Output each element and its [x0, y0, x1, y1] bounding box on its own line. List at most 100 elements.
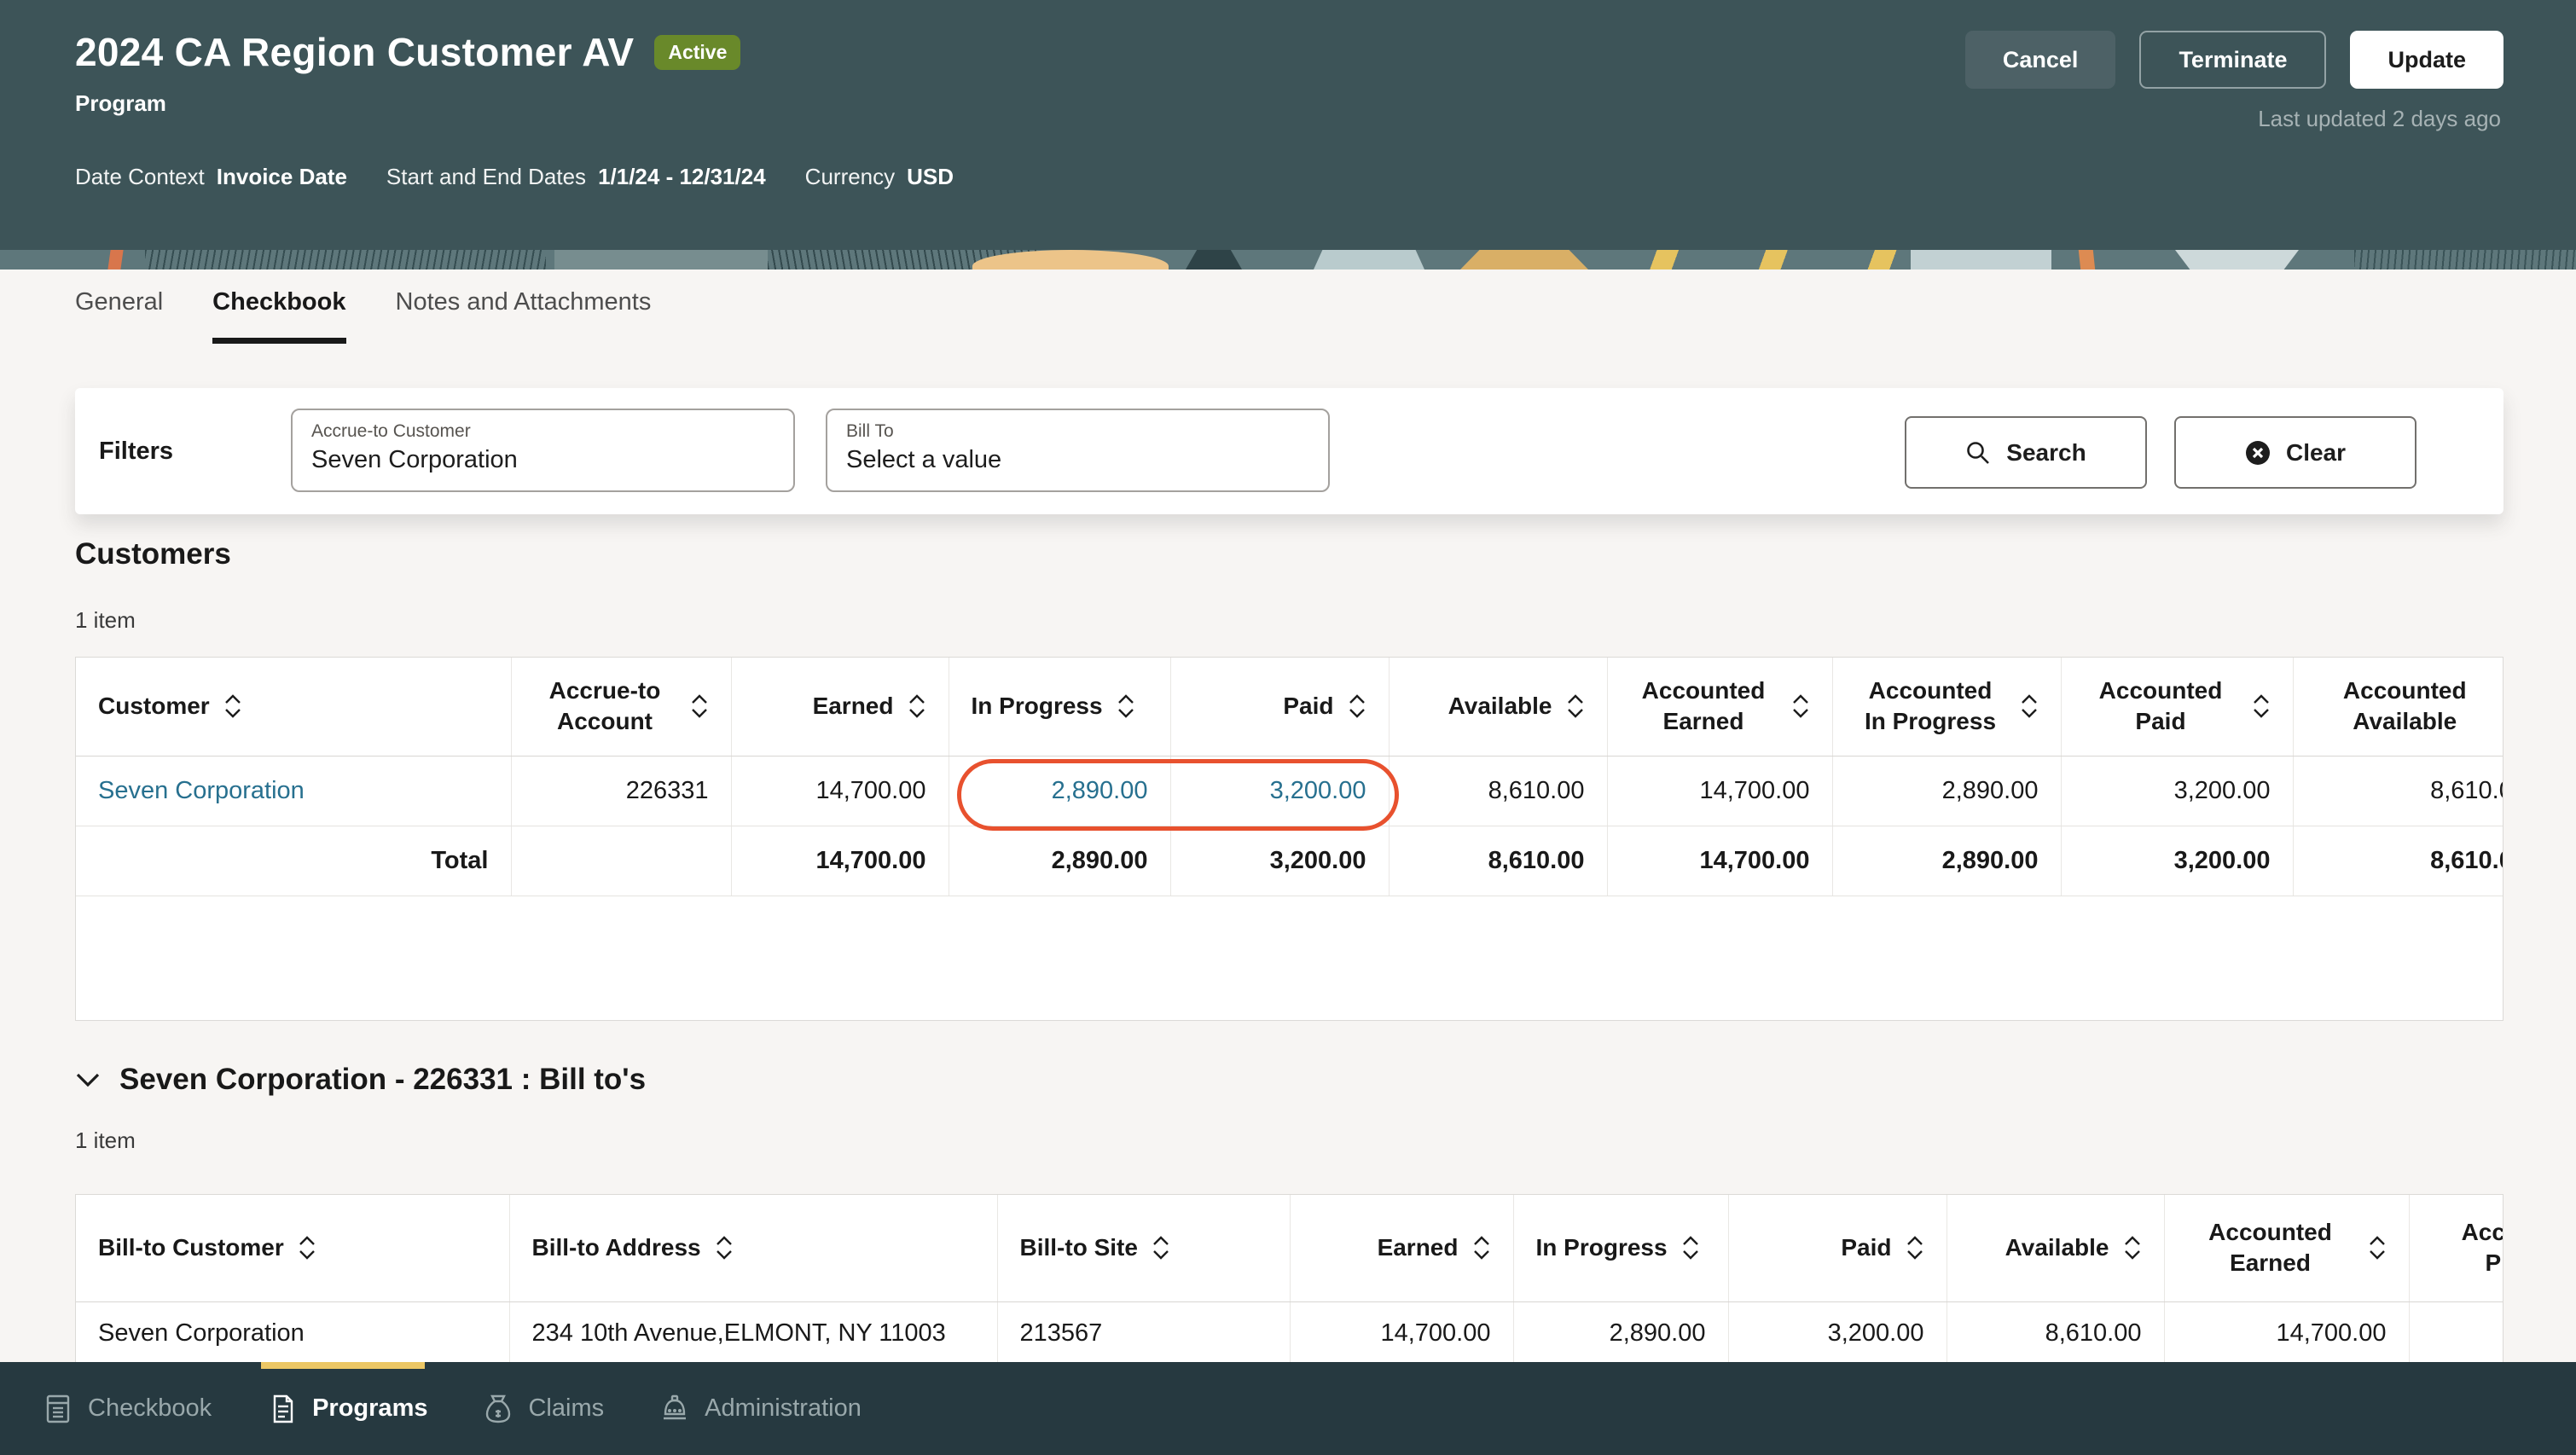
filters-panel: Filters Accrue-to Customer Seven Corpora… [75, 388, 2503, 514]
sort-icon[interactable] [2123, 1236, 2142, 1260]
object-type-label: Program [75, 90, 166, 116]
customers-section-title: Customers [75, 537, 231, 571]
cell-paid: 3,200.00 [1727, 1301, 1947, 1366]
clear-button-label: Clear [2285, 438, 2347, 466]
sort-icon[interactable] [298, 1236, 316, 1260]
status-badge: Active [654, 34, 741, 70]
col-accounted-earned[interactable]: Accounted Earned [1641, 676, 1766, 735]
active-nav-indicator [261, 1362, 425, 1369]
col-accounted-available[interactable]: Accounted Available [2342, 676, 2467, 735]
currency-label: Currency [804, 164, 896, 189]
cell-accounted-paid: 3,200.00 [2060, 756, 2293, 826]
sort-icon[interactable] [690, 694, 709, 718]
start-end-dates-value: 1/1/24 - 12/31/24 [598, 164, 766, 189]
billto-section-title: Seven Corporation - 226331 : Bill to's [119, 1063, 647, 1096]
total-accounted-available: 8,610.00 [2292, 826, 2503, 896]
sort-icon[interactable] [1117, 694, 1135, 718]
total-earned: 14,700.00 [730, 826, 949, 896]
cancel-button[interactable]: Cancel [1964, 31, 2116, 89]
col-billto-address[interactable]: Bill-to Address [531, 1234, 701, 1261]
currency-value: USD [907, 164, 954, 189]
start-end-dates-label: Start and End Dates [386, 164, 587, 189]
total-label: Total [76, 826, 511, 896]
filters-title: Filters [99, 437, 174, 465]
nav-label-programs: Programs [312, 1394, 428, 1422]
col-paid[interactable]: Paid [1283, 693, 1334, 720]
nav-item-administration[interactable]: Administration [659, 1394, 862, 1424]
cell-earned: 14,700.00 [1289, 1301, 1513, 1366]
accrue-to-customer-label: Accrue-to Customer [311, 421, 471, 441]
cell-accounted-in-progress: 2,890.00 [1831, 756, 2061, 826]
sort-icon[interactable] [2368, 1236, 2387, 1260]
search-button[interactable]: Search [1905, 416, 2147, 489]
programs-icon [273, 1394, 293, 1423]
customers-table: Customer Accrue-to Account Earned In Pro… [75, 657, 2503, 1021]
clear-button[interactable]: Clear [2174, 416, 2416, 489]
administration-icon [664, 1394, 687, 1419]
sort-icon[interactable] [223, 694, 242, 718]
sort-icon[interactable] [2020, 694, 2039, 718]
sort-icon[interactable] [1348, 694, 1366, 718]
paid-link[interactable]: 3,200.00 [1269, 776, 1366, 804]
chevron-down-icon[interactable] [75, 1072, 101, 1087]
update-button[interactable]: Update [2350, 31, 2503, 89]
sort-icon[interactable] [1566, 694, 1585, 718]
sort-icon[interactable] [1152, 1236, 1170, 1260]
col-available[interactable]: Available [1448, 693, 1552, 720]
bill-to-value: Select a value [846, 446, 1002, 474]
col-available[interactable]: Available [2005, 1234, 2109, 1261]
col-paid[interactable]: Paid [1841, 1234, 1892, 1261]
col-earned[interactable]: Earned [1377, 1234, 1459, 1261]
cell-accounted-in-progress [2408, 1301, 2503, 1366]
sort-icon[interactable] [715, 1236, 734, 1260]
customers-data-row: Seven Corporation 226331 14,700.00 2,890… [76, 756, 2503, 826]
total-accounted-in-progress: 2,890.00 [1831, 826, 2061, 896]
cell-billto-customer: Seven Corporation [76, 1301, 509, 1366]
nav-item-checkbook[interactable]: Checkbook [43, 1394, 212, 1424]
total-available: 8,610.00 [1388, 826, 1607, 896]
billto-header-row: Bill-to Customer Bill-to Address Bill-to… [76, 1195, 2503, 1302]
cell-accounted-earned: 14,700.00 [1606, 756, 1832, 826]
sort-icon[interactable] [1791, 694, 1810, 718]
customers-total-row: Total 14,700.00 2,890.00 3,200.00 8,610.… [76, 826, 2503, 896]
col-accounted-in-progress[interactable]: Accounted In Progress [1864, 676, 1997, 735]
tab-checkbook[interactable]: Checkbook [212, 288, 346, 344]
col-customer[interactable]: Customer [98, 693, 210, 720]
col-billto-customer[interactable]: Bill-to Customer [98, 1234, 284, 1261]
col-earned[interactable]: Earned [812, 693, 894, 720]
total-paid: 3,200.00 [1169, 826, 1389, 896]
col-accounted-earned[interactable]: Accounted Earned [2208, 1218, 2332, 1277]
cell-available: 8,610.00 [1388, 756, 1607, 826]
checkbook-icon [46, 1394, 70, 1423]
tab-notes-attachments[interactable]: Notes and Attachments [395, 288, 652, 316]
last-updated-text: Last updated 2 days ago [2258, 106, 2501, 131]
col-accrue-account[interactable]: Accrue-to Account [548, 676, 661, 735]
col-accounted-paid[interactable]: Accounted Paid [2098, 676, 2223, 735]
sort-icon[interactable] [1681, 1236, 1700, 1260]
sort-icon[interactable] [1906, 1236, 1924, 1260]
nav-item-programs[interactable]: Programs [267, 1394, 427, 1424]
in-progress-link[interactable]: 2,890.00 [1051, 776, 1148, 804]
cell-account: 226331 [510, 756, 731, 826]
total-in-progress: 2,890.00 [948, 826, 1170, 896]
billto-section-header[interactable]: Seven Corporation - 226331 : Bill to's [75, 1063, 646, 1097]
nav-item-claims[interactable]: Claims [483, 1394, 604, 1424]
cell-in-progress: 2,890.00 [1512, 1301, 1728, 1366]
sort-icon[interactable] [1472, 1236, 1491, 1260]
sort-icon[interactable] [2252, 694, 2271, 718]
col-accounted-in-progress[interactable]: Accounted In Progress [2461, 1218, 2503, 1277]
nav-label-checkbook: Checkbook [88, 1394, 212, 1422]
cell-billto-site: 213567 [996, 1301, 1290, 1366]
col-billto-site[interactable]: Bill-to Site [1019, 1234, 1138, 1261]
col-in-progress[interactable]: In Progress [971, 693, 1103, 720]
customer-link[interactable]: Seven Corporation [98, 776, 305, 804]
tab-general[interactable]: General [75, 288, 164, 316]
cell-billto-address: 234 10th Avenue,ELMONT, NY 11003 [508, 1301, 997, 1366]
bill-to-field[interactable]: Bill To Select a value [826, 409, 1330, 492]
sort-icon[interactable] [908, 694, 926, 718]
tab-bar: General Checkbook Notes and Attachments [75, 288, 651, 344]
col-in-progress[interactable]: In Progress [1535, 1234, 1668, 1261]
total-accounted-paid: 3,200.00 [2060, 826, 2293, 896]
accrue-to-customer-field[interactable]: Accrue-to Customer Seven Corporation [291, 409, 795, 492]
terminate-button[interactable]: Terminate [2139, 31, 2327, 89]
